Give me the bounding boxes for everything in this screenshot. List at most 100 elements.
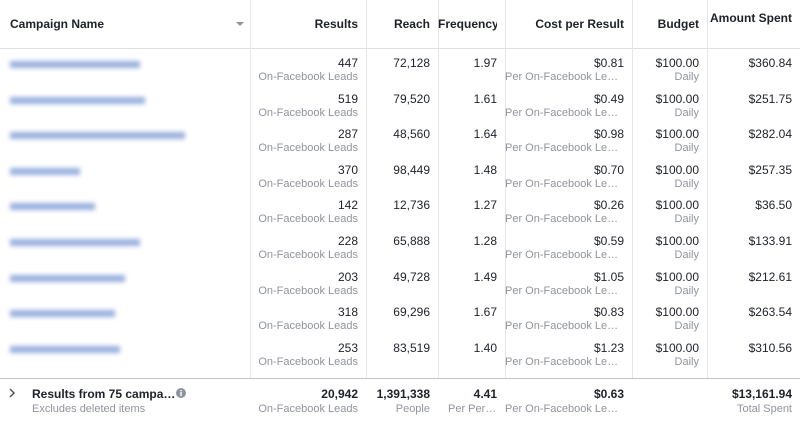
cell-value: $36.50 (755, 198, 792, 213)
cell-sublabel: On-Facebook Leads (258, 249, 358, 261)
column-header[interactable]: Reach (393, 17, 430, 31)
cell-value: $360.84 (748, 56, 792, 70)
total-value: $0.63 (593, 387, 624, 401)
total-sublabel: On-Facebook Leads (258, 403, 358, 415)
total-value: 4.41 (473, 387, 497, 401)
cell-sublabel: On-Facebook Leads (258, 284, 358, 297)
totals-note: Excludes deleted items (32, 403, 146, 415)
cell-value: 12,736 (393, 198, 430, 213)
cell-value: $100.00 (655, 234, 699, 248)
header-bg (0, 0, 800, 49)
cell-value: $0.59 (593, 234, 624, 248)
campaign-name-redacted (10, 61, 140, 68)
cell-value: 142 (337, 198, 358, 213)
total-sublabel: Per On-Facebook Leads (505, 403, 624, 415)
cell-value: $100.00 (655, 56, 699, 70)
info-icon[interactable] (176, 388, 186, 398)
cell-value: $133.91 (748, 234, 792, 248)
cell-value: 1.48 (473, 162, 497, 177)
cell-value: $1.23 (593, 340, 624, 355)
cell-value: $0.26 (593, 198, 624, 213)
cell-sublabel: Per On-Facebook Leads (505, 71, 624, 83)
cell-value: 1.40 (473, 340, 497, 355)
cell-sublabel: On-Facebook Leads (258, 142, 358, 155)
cell-sublabel: Daily (674, 142, 699, 155)
cell-sublabel: Daily (674, 213, 699, 226)
total-value: 1,391,338 (376, 387, 430, 401)
cell-value: 48,560 (393, 127, 430, 142)
expand-chevron[interactable] (8, 387, 16, 399)
cell-value: $100.00 (655, 162, 699, 177)
column-header[interactable]: Results (314, 17, 358, 31)
cell-value: $0.49 (593, 91, 624, 106)
cell-value: $100.00 (655, 91, 699, 106)
cell-value: 253 (337, 340, 358, 355)
cell-value: 1.97 (473, 56, 497, 70)
column-header[interactable]: Budget (657, 17, 699, 31)
cell-sublabel: Daily (674, 320, 699, 333)
cell-value: $1.05 (593, 269, 624, 284)
campaign-name-redacted (10, 274, 125, 282)
column-header[interactable]: Amount Spent (710, 11, 792, 25)
column-divider (505, 0, 506, 378)
cell-value: 1.27 (473, 198, 497, 213)
column-divider (250, 0, 251, 378)
cell-value: 1.67 (473, 305, 497, 320)
cell-value: $0.83 (593, 305, 624, 320)
cell-value: $251.75 (748, 91, 792, 106)
total-sublabel: People (395, 403, 430, 415)
campaign-name-redacted (10, 96, 145, 104)
campaign-name-redacted (10, 203, 95, 211)
cell-value: 203 (337, 269, 358, 284)
cell-sublabel: On-Facebook Leads (258, 106, 358, 119)
cell-value: 228 (337, 234, 358, 248)
footer-bg (0, 378, 800, 427)
column-header[interactable]: Frequency (438, 17, 497, 31)
cell-value: 370 (337, 162, 358, 177)
cell-value: 79,520 (393, 91, 430, 106)
cell-value: $0.70 (593, 162, 624, 177)
cell-value: $257.35 (748, 162, 792, 177)
cell-sublabel: On-Facebook Leads (258, 177, 358, 190)
sort-caret[interactable] (236, 21, 244, 27)
cell-sublabel: Per On-Facebook Leads (505, 213, 624, 226)
cell-value: 287 (337, 127, 358, 142)
cell-value: $100.00 (655, 269, 699, 284)
cell-sublabel: Daily (674, 249, 699, 261)
cell-value: 69,296 (393, 305, 430, 320)
campaign-name-redacted (10, 310, 115, 318)
cell-sublabel: Per On-Facebook Leads (505, 284, 624, 297)
cell-value: 519 (337, 91, 358, 106)
cell-value: 1.49 (473, 269, 497, 284)
cell-sublabel: Per On-Facebook Leads (505, 106, 624, 119)
cell-value: 49,728 (393, 269, 430, 284)
total-value: 20,942 (321, 387, 358, 401)
cell-sublabel: Daily (674, 71, 699, 83)
column-header[interactable]: Campaign Name (10, 17, 105, 31)
cell-sublabel: Per On-Facebook Leads (505, 177, 624, 190)
cell-sublabel: On-Facebook Leads (258, 213, 358, 226)
cell-value: $0.98 (593, 127, 624, 142)
column-header[interactable]: Cost per Result (535, 17, 624, 31)
cell-value: 1.28 (473, 234, 497, 248)
cell-value: $263.54 (748, 305, 792, 320)
column-divider (707, 0, 708, 378)
cell-value: 1.64 (473, 127, 497, 142)
cell-sublabel: On-Facebook Leads (258, 71, 358, 83)
campaign-name-redacted (10, 132, 185, 140)
cell-sublabel: Daily (674, 284, 699, 297)
cell-sublabel: On-Facebook Leads (258, 355, 358, 368)
column-divider (438, 0, 439, 378)
cell-value: $0.81 (593, 56, 624, 70)
cell-value: $212.61 (748, 269, 792, 284)
total-sublabel: Per Person (448, 403, 497, 415)
cell-value: 83,519 (393, 340, 430, 355)
cell-sublabel: Daily (674, 106, 699, 119)
cell-sublabel: Per On-Facebook Leads (505, 320, 624, 333)
cell-value: $310.56 (748, 340, 792, 355)
cell-sublabel: Per On-Facebook Leads (505, 142, 624, 155)
campaign-name-redacted (10, 239, 140, 246)
cell-sublabel: On-Facebook Leads (258, 320, 358, 333)
cell-value: 318 (337, 305, 358, 320)
